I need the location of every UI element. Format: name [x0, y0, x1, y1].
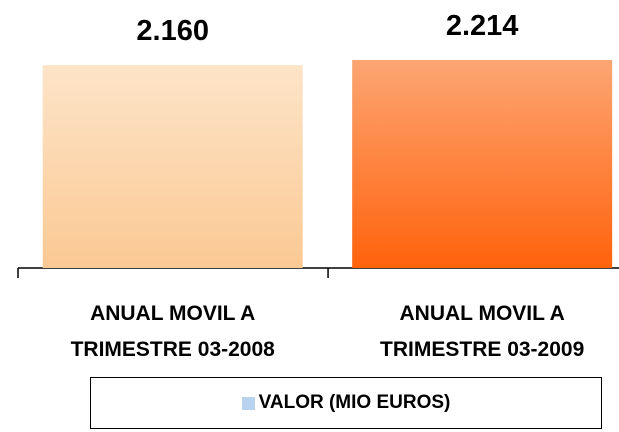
legend-swatch: [241, 396, 255, 410]
bar: [352, 60, 613, 268]
legend-label: VALOR (MIO EUROS): [258, 392, 451, 413]
bar: [42, 65, 303, 268]
x-tick-label: ANUAL MOVIL A TRIMESTRE 03-2009: [380, 302, 585, 361]
data-label: 2.214: [445, 10, 519, 42]
legend: VALOR (MIO EUROS): [90, 377, 602, 429]
x-tick-label: ANUAL MOVIL A TRIMESTRE 03-2008: [70, 302, 275, 361]
data-label: 2.160: [136, 15, 209, 48]
